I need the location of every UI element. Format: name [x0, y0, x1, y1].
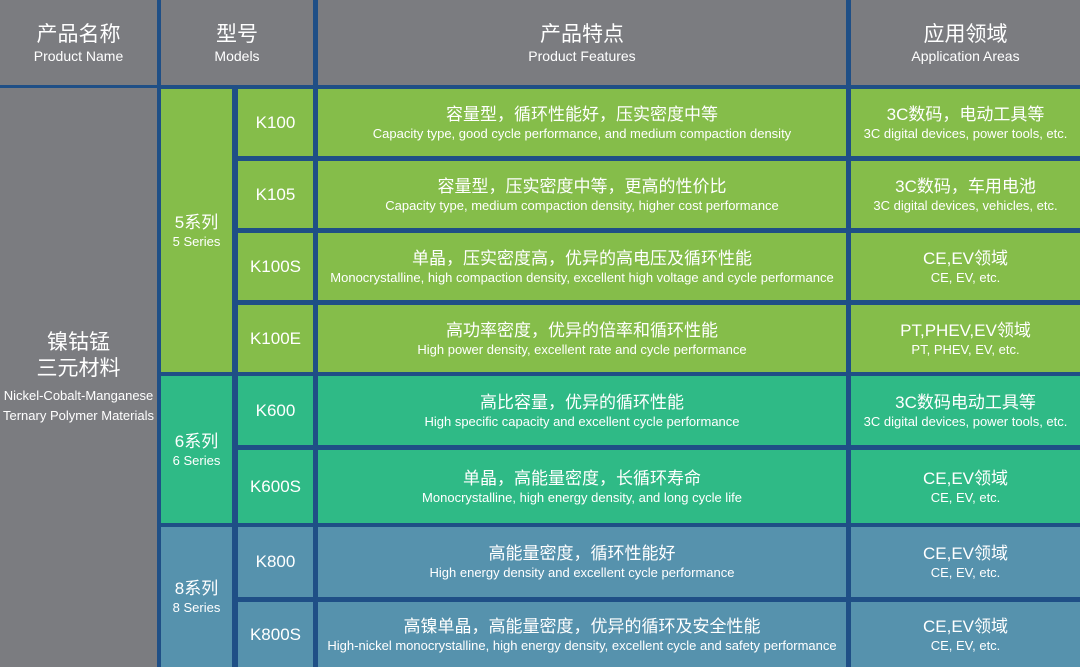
model-cell: K100E	[238, 305, 313, 372]
model-label: K800S	[249, 624, 302, 644]
application-en: CE, EV, etc.	[930, 489, 1001, 505]
application-en: 3C digital devices, power tools, etc.	[863, 413, 1068, 429]
feature-cell: 高功率密度，优异的倍率和循环性能 High power density, exce…	[318, 305, 846, 372]
feature-cell: 高能量密度，循环性能好 High energy density and excel…	[318, 527, 846, 597]
application-zh: 3C数码，电动工具等	[886, 104, 1045, 124]
product-name-cell: 镍钴锰 三元材料 Nickel-Cobalt-Manganese Ternary…	[0, 88, 157, 667]
feature-cell: 高比容量，优异的循环性能 High specific capacity and e…	[318, 376, 846, 445]
feature-zh: 高能量密度，循环性能好	[488, 544, 676, 563]
feature-en: Monocrystalline, high compaction density…	[330, 269, 834, 285]
application-zh: CE,EV领域	[922, 468, 1009, 488]
application-zh: PT,PHEV,EV领域	[900, 320, 1031, 340]
feature-en: Capacity type, good cycle performance, a…	[372, 125, 792, 141]
model-cell: K100S	[238, 233, 313, 300]
model-label: K105	[255, 184, 296, 204]
header-en: Application Areas	[911, 47, 1020, 64]
application-zh: CE,EV领域	[922, 248, 1009, 268]
header-product-name: 产品名称 Product Name	[0, 0, 157, 85]
feature-en: High energy density and excellent cycle …	[429, 565, 735, 580]
header-zh: 应用领域	[923, 22, 1008, 46]
feature-en: Capacity type, medium compaction density…	[385, 197, 779, 213]
application-en: 3C digital devices, power tools, etc.	[863, 125, 1068, 141]
application-cell: PT,PHEV,EV领域 PT, PHEV, EV, etc.	[851, 305, 1080, 372]
feature-zh: 高功率密度，优异的倍率和循环性能	[446, 320, 718, 340]
series-zh: 5系列	[174, 213, 219, 232]
application-en: CE, EV, etc.	[930, 269, 1001, 285]
series-cell: 8系列 8 Series	[161, 527, 232, 667]
model-cell: K600	[238, 376, 313, 445]
application-cell: CE,EV领域 CE, EV, etc.	[851, 450, 1080, 523]
model-cell: K600S	[238, 450, 313, 523]
application-zh: 3C数码，车用电池	[895, 176, 1036, 196]
feature-cell: 单晶，高能量密度，长循环寿命 Monocrystalline, high ener…	[318, 450, 846, 523]
header-zh: 型号	[216, 22, 258, 46]
application-zh: CE,EV领域	[922, 544, 1009, 563]
application-cell: CE,EV领域 CE, EV, etc.	[851, 527, 1080, 597]
header-application: 应用领域 Application Areas	[851, 0, 1080, 85]
model-cell: K100	[238, 89, 313, 156]
feature-zh: 高镍单晶，高能量密度，优异的循环及安全性能	[403, 616, 761, 636]
feature-en: Monocrystalline, high energy density, an…	[422, 489, 742, 505]
application-en: CE, EV, etc.	[930, 565, 1001, 580]
model-label: K800	[255, 552, 296, 571]
application-cell: 3C数码，电动工具等 3C digital devices, power tool…	[851, 89, 1080, 156]
application-en: 3C digital devices, vehicles, etc.	[873, 197, 1058, 213]
feature-cell: 容量型，循环性能好，压实密度中等 Capacity type, good cycl…	[318, 89, 846, 156]
application-cell: 3C数码，车用电池 3C digital devices, vehicles, e…	[851, 161, 1080, 228]
series-en: 6 Series	[172, 452, 221, 468]
feature-cell: 容量型，压实密度中等，更高的性价比 Capacity type, medium c…	[318, 161, 846, 228]
model-cell: K105	[238, 161, 313, 228]
series-cell: 5系列 5 Series	[161, 89, 232, 372]
header-features: 产品特点 Product Features	[318, 0, 846, 85]
series-cell: 6系列 6 Series	[161, 376, 232, 523]
feature-en: High specific capacity and excellent cyc…	[424, 413, 740, 429]
model-label: K100	[255, 112, 296, 132]
series-en: 5 Series	[172, 234, 221, 249]
model-label: K600	[255, 400, 296, 420]
model-label: K100E	[249, 328, 302, 348]
feature-zh: 单晶，压实密度高，优异的高电压及循环性能	[412, 248, 752, 268]
application-en: PT, PHEV, EV, etc.	[911, 341, 1020, 357]
feature-en: High-nickel monocrystalline, high energy…	[327, 637, 837, 653]
application-zh: CE,EV领域	[922, 616, 1009, 636]
series-zh: 8系列	[174, 579, 219, 598]
header-models: 型号 Models	[161, 0, 313, 85]
feature-zh: 容量型，压实密度中等，更高的性价比	[437, 176, 727, 196]
application-cell: CE,EV领域 CE, EV, etc.	[851, 602, 1080, 667]
model-label: K600S	[249, 476, 302, 496]
series-en: 8 Series	[172, 600, 221, 615]
application-en: CE, EV, etc.	[930, 637, 1001, 653]
header-en: Models	[214, 47, 260, 64]
feature-cell: 高镍单晶，高能量密度，优异的循环及安全性能 High-nickel monocry…	[318, 602, 846, 667]
series-zh: 6系列	[174, 431, 219, 451]
header-en: Product Name	[33, 47, 124, 64]
feature-zh: 高比容量，优异的循环性能	[480, 392, 684, 412]
application-zh: 3C数码电动工具等	[895, 392, 1036, 412]
product-zh: 镍钴锰	[47, 330, 110, 354]
feature-en: High power density, excellent rate and c…	[417, 341, 747, 357]
header-zh: 产品特点	[540, 22, 624, 46]
application-cell: 3C数码电动工具等 3C digital devices, power tools…	[851, 376, 1080, 445]
feature-cell: 单晶，压实密度高，优异的高电压及循环性能 Monocrystalline, hig…	[318, 233, 846, 300]
model-cell: K800S	[238, 602, 313, 667]
feature-zh: 单晶，高能量密度，长循环寿命	[463, 468, 701, 488]
header-en: Product Features	[528, 47, 636, 64]
product-en: Nickel-Cobalt-Manganese	[3, 387, 154, 403]
header-zh: 产品名称	[36, 22, 121, 46]
feature-zh: 容量型，循环性能好，压实密度中等	[446, 104, 718, 124]
model-label: K100S	[249, 256, 302, 276]
product-en: Ternary Polymer Materials	[3, 407, 154, 423]
product-zh: 三元材料	[36, 356, 121, 380]
model-cell: K800	[238, 527, 313, 597]
application-cell: CE,EV领域 CE, EV, etc.	[851, 233, 1080, 300]
